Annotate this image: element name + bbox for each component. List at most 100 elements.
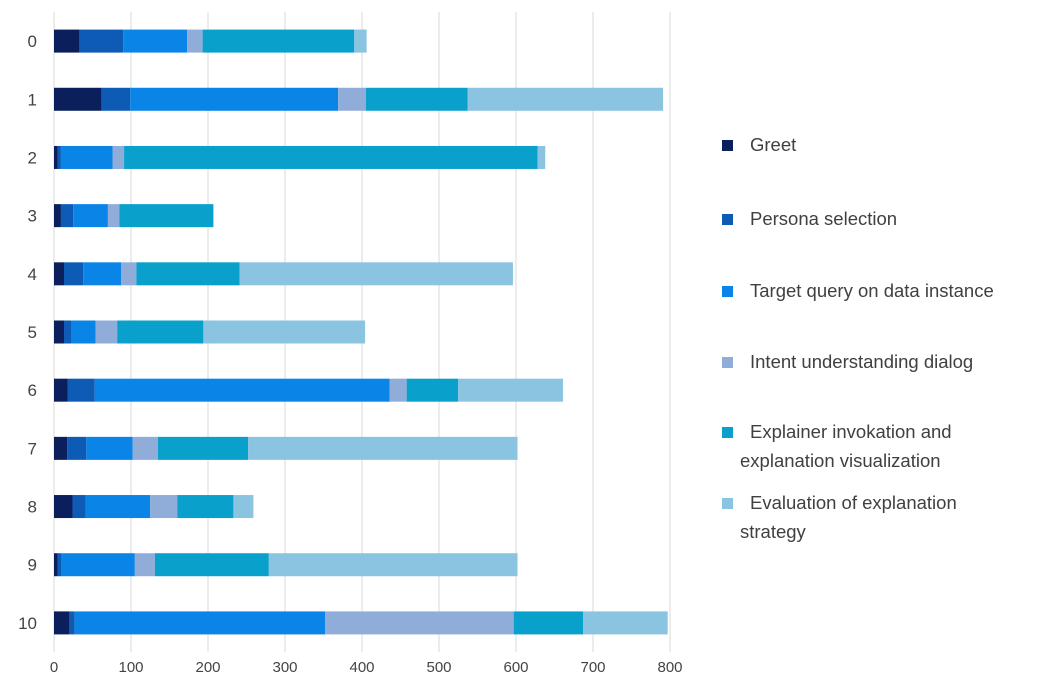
x-axis-tick-labels: 0 100 200 300 400 500 600 700 800 xyxy=(50,659,683,676)
x-tick-label: 700 xyxy=(580,659,605,676)
x-tick-label: 400 xyxy=(349,659,374,676)
bar-segment xyxy=(54,262,65,286)
bar-segment xyxy=(187,29,203,53)
bar-segment xyxy=(107,204,120,228)
bar-segment xyxy=(239,262,513,286)
legend-label: Persona selection xyxy=(750,208,897,229)
y-axis-tick-labels: 0 1 2 3 4 5 6 7 8 9 10 xyxy=(18,32,37,633)
bar-segment xyxy=(54,436,68,460)
y-tick-label: 7 xyxy=(28,439,37,458)
y-tick-label: 3 xyxy=(28,207,37,226)
bar-segment xyxy=(537,145,546,169)
bar-segment xyxy=(83,262,121,286)
bar-segment xyxy=(54,29,80,53)
bar-segment xyxy=(54,495,73,519)
bar-segment xyxy=(582,611,668,635)
bar-segment xyxy=(67,436,87,460)
bar-segment xyxy=(389,378,407,402)
y-tick-label: 5 xyxy=(28,323,37,342)
bar-segment xyxy=(325,611,514,635)
bar-segment xyxy=(94,378,390,402)
bar-segment xyxy=(406,378,459,402)
legend-swatch xyxy=(722,357,733,368)
x-tick-label: 800 xyxy=(657,659,682,676)
bar-segment xyxy=(248,436,518,460)
bar-segment xyxy=(72,495,86,519)
bar-segment xyxy=(71,320,96,344)
bar-segment xyxy=(467,87,664,111)
bar-segment xyxy=(54,87,102,111)
bar-segment xyxy=(268,553,518,577)
x-tick-label: 200 xyxy=(195,659,220,676)
bar-segment xyxy=(54,145,58,169)
legend-swatch xyxy=(722,286,733,297)
bar-segment xyxy=(69,611,75,635)
bar-segment xyxy=(95,320,118,344)
legend-label: Explainer invokation and xyxy=(750,421,952,442)
bar-segment xyxy=(57,145,61,169)
bar-segment xyxy=(101,87,131,111)
legend-swatch xyxy=(722,427,733,438)
y-tick-label: 10 xyxy=(18,614,37,633)
bar-segment xyxy=(177,495,234,519)
bar-segment xyxy=(79,29,124,53)
bar-segment xyxy=(233,495,254,519)
y-tick-label: 8 xyxy=(28,498,37,517)
bar-segment xyxy=(203,320,366,344)
bar-segment xyxy=(120,262,137,286)
bar-segment xyxy=(130,87,339,111)
y-tick-label: 6 xyxy=(28,381,37,400)
y-tick-label: 0 xyxy=(28,32,37,51)
legend-label: Evaluation of explanation xyxy=(750,492,957,513)
bar-segment xyxy=(202,29,355,53)
legend: Greet Persona selection Target query on da… xyxy=(722,134,994,542)
bar-segment xyxy=(112,145,125,169)
bar-segment xyxy=(54,611,70,635)
x-tick-label: 300 xyxy=(272,659,297,676)
bar-segment xyxy=(150,495,178,519)
bars xyxy=(54,29,668,635)
bar-segment xyxy=(119,204,214,228)
x-tick-label: 600 xyxy=(503,659,528,676)
bar-segment xyxy=(458,378,563,402)
legend-swatch xyxy=(722,214,733,225)
bar-segment xyxy=(136,262,240,286)
bar-segment xyxy=(132,436,158,460)
bar-segment xyxy=(124,145,538,169)
legend-swatch xyxy=(722,140,733,151)
bar-segment xyxy=(86,436,133,460)
bar-segment xyxy=(61,553,135,577)
legend-label: Greet xyxy=(750,134,796,155)
bar-segment xyxy=(338,87,366,111)
bar-segment xyxy=(73,204,108,228)
y-tick-label: 1 xyxy=(28,90,37,109)
bar-segment xyxy=(365,87,468,111)
x-tick-label: 500 xyxy=(426,659,451,676)
bar-segment xyxy=(123,29,188,53)
bar-segment xyxy=(54,553,58,577)
legend-label: explanation visualization xyxy=(740,450,941,471)
x-tick-label: 100 xyxy=(118,659,143,676)
bar-segment xyxy=(64,262,84,286)
y-tick-label: 4 xyxy=(28,265,37,284)
bar-segment xyxy=(57,553,62,577)
y-tick-label: 2 xyxy=(28,148,37,167)
bar-segment xyxy=(74,611,326,635)
bar-segment xyxy=(60,145,113,169)
legend-label: Intent understanding dialog xyxy=(750,351,973,372)
bar-segment xyxy=(117,320,204,344)
x-tick-label: 0 xyxy=(50,659,58,676)
bar-segment xyxy=(54,320,65,344)
bar-segment xyxy=(354,29,367,53)
legend-label: Target query on data instance xyxy=(750,280,994,301)
bar-segment xyxy=(64,320,72,344)
bar-segment xyxy=(60,204,74,228)
bar-segment xyxy=(67,378,95,402)
legend-label: strategy xyxy=(740,521,807,542)
bar-segment xyxy=(154,553,269,577)
bar-segment xyxy=(134,553,155,577)
y-tick-label: 9 xyxy=(28,556,37,575)
legend-swatch xyxy=(722,498,733,509)
bar-segment xyxy=(513,611,583,635)
